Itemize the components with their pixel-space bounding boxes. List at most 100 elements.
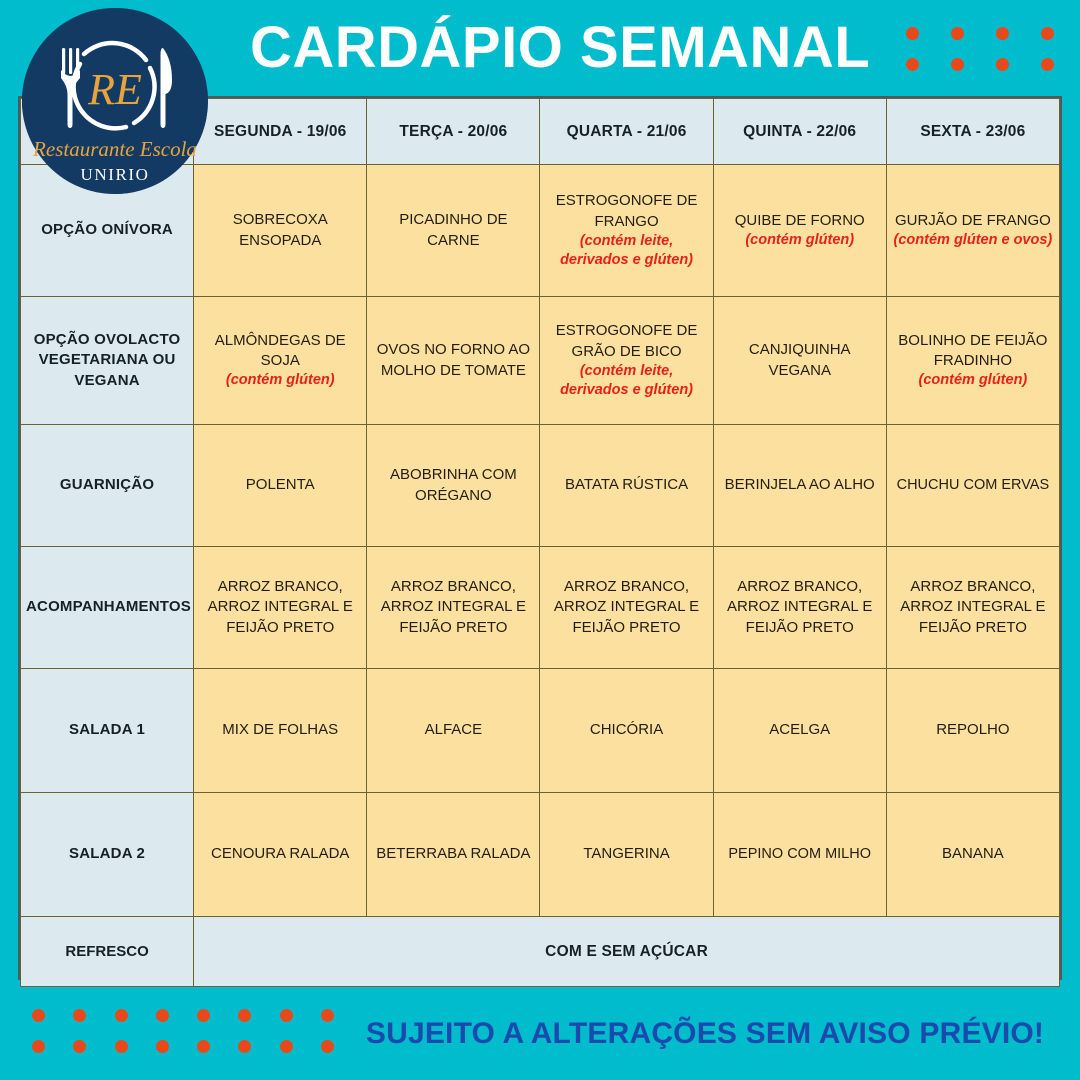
footer-dot (197, 1009, 211, 1022)
column-header-sexta: SEXTA - 23/06 (885, 98, 1061, 165)
menu-cell: ACELGA (712, 668, 887, 793)
table-row: OPÇÃO OVOLACTO VEGETARIANA OU VEGANA ALM… (19, 296, 1061, 425)
menu-cell: OVOS NO FORNO AO MOLHO DE TOMATE (366, 296, 541, 425)
column-header-terca: TERÇA - 20/06 (366, 98, 541, 165)
dish-name: CANJIQUINHA VEGANA (748, 341, 851, 379)
footer-dot (114, 1009, 128, 1022)
header-dot (1041, 27, 1054, 40)
dish-name: REPOLHO (936, 721, 1010, 739)
dish-name: ACELGA (769, 721, 831, 739)
menu-cell: BERINJELA AO ALHO (712, 424, 887, 547)
dish-name: BANANA (942, 845, 1004, 863)
dish-name: POLENTA (245, 476, 315, 494)
knife-icon (160, 48, 172, 128)
footer-dot-pattern (18, 1000, 348, 1062)
table-row: GUARNIÇÃO POLENTA ABOBRINHA COM ORÉGANO … (19, 424, 1061, 547)
restaurant-logo: RE Restaurante Escola UNIRIO (22, 8, 208, 194)
dish-name: SOBRECOXA ENSOPADA (232, 211, 328, 249)
footer-dot (155, 1040, 169, 1053)
header-dot (996, 58, 1009, 71)
logo-script-name: Restaurante Escola (32, 137, 197, 161)
dish-name: OVOS NO FORNO AO MOLHO DE TOMATE (376, 341, 531, 379)
plate-arc-right (131, 65, 157, 126)
dish-name: PICADINHO DE CARNE (399, 211, 508, 249)
footer-dot (320, 1009, 334, 1022)
plate-arc-top (81, 40, 149, 63)
dish-name: PEPINO COM MILHO (728, 845, 871, 862)
dish-name: ARROZ BRANCO, ARROZ INTEGRAL E FEIJÃO PR… (553, 578, 700, 636)
fork-icon (61, 48, 80, 128)
dish-name: CHICÓRIA (589, 721, 664, 739)
menu-cell: CHICÓRIA (539, 668, 714, 793)
menu-cell: BANANA (885, 792, 1061, 917)
footer-dot (320, 1040, 334, 1053)
column-header-quarta: QUARTA - 21/06 (539, 98, 714, 165)
dish-name: TANGERINA (583, 845, 670, 863)
menu-table-container: SEGUNDA - 19/06 TERÇA - 20/06 QUARTA - 2… (18, 96, 1062, 987)
logo-artwork: RE Restaurante Escola UNIRIO (22, 8, 208, 194)
dish-name: ESTROGONOFE DE FRANGO (555, 192, 698, 230)
menu-cell: PEPINO COM MILHO (712, 792, 887, 917)
header-dot (1041, 58, 1054, 71)
dish-name: BERINJELA AO ALHO (724, 476, 875, 494)
refresco-value: COM E SEM AÇÚCAR (193, 916, 1060, 987)
row-label-salada-2: SALADA 2 (19, 792, 195, 917)
page-title: CARDÁPIO SEMANAL (250, 15, 871, 80)
menu-cell: ABOBRINHA COM ORÉGANO (366, 424, 541, 547)
dish-name: BETERRABA RALADA (376, 845, 531, 863)
menu-table: SEGUNDA - 19/06 TERÇA - 20/06 QUARTA - 2… (19, 98, 1061, 987)
menu-cell: REPOLHO (885, 668, 1061, 793)
allergen-note: (contém glúten) (225, 372, 335, 389)
dish-name: ABOBRINHA COM ORÉGANO (390, 466, 517, 504)
footer-dot (114, 1040, 128, 1053)
dish-name: MIX DE FOLHAS (222, 721, 339, 739)
allergen-note: (contém leite, derivados e glúten) (560, 232, 694, 268)
row-label-guarnicao: GUARNIÇÃO (19, 424, 195, 547)
dish-name: BOLINHO DE FEIJÃO FRADINHO (898, 331, 1048, 370)
dish-name: ARROZ BRANCO, ARROZ INTEGRAL E FEIJÃO PR… (380, 578, 527, 636)
table-row: SALADA 1 MIX DE FOLHAS ALFACE CHICÓRIA A… (19, 668, 1061, 793)
dish-name: ALMÔNDEGAS DE SOJA (214, 331, 346, 370)
footer-dot (155, 1009, 169, 1022)
header-dot (951, 58, 964, 71)
dish-name: ARROZ BRANCO, ARROZ INTEGRAL E FEIJÃO PR… (900, 578, 1046, 636)
menu-cell: ARROZ BRANCO, ARROZ INTEGRAL E FEIJÃO PR… (366, 546, 541, 669)
menu-cell: ARROZ BRANCO, ARROZ INTEGRAL E FEIJÃO PR… (539, 546, 714, 669)
menu-cell: QUIBE DE FORNO (contém glúten) (712, 164, 887, 297)
table-row: SALADA 2 CENOURA RALADA BETERRABA RALADA… (19, 792, 1061, 917)
menu-cell: ARROZ BRANCO, ARROZ INTEGRAL E FEIJÃO PR… (193, 546, 368, 669)
table-row: OPÇÃO ONÍVORA SOBRECOXA ENSOPADA PICADIN… (19, 164, 1061, 297)
header-dot (951, 27, 964, 40)
allergen-note: (contém glúten) (745, 232, 855, 249)
menu-cell: POLENTA (193, 424, 368, 547)
menu-cell: ESTROGONOFE DE GRÃO DE BICO (contém leit… (539, 296, 714, 425)
footer-dot (32, 1009, 46, 1022)
disclaimer-note: SUJEITO A ALTERAÇÕES SEM AVISO PRÉVIO! (365, 1017, 1045, 1050)
dish-name: GURJÃO DE FRANGO (894, 211, 1051, 229)
table-row: REFRESCO COM E SEM AÇÚCAR (19, 916, 1060, 987)
header-dot-pattern (890, 18, 1070, 80)
poster-header: CARDÁPIO SEMANAL (0, 0, 1080, 96)
allergen-note: (contém leite, derivados e glúten) (560, 362, 694, 398)
footer-dot (238, 1040, 252, 1053)
menu-cell: PICADINHO DE CARNE (366, 164, 541, 297)
dish-name: ALFACE (424, 721, 483, 739)
allergen-note: (contém glúten) (918, 372, 1028, 389)
menu-cell: CENOURA RALADA (193, 792, 368, 917)
dish-name: CENOURA RALADA (211, 845, 350, 863)
dish-name: CHUCHU COM ERVAS (896, 476, 1050, 493)
footer-dot (238, 1009, 252, 1022)
menu-cell: ARROZ BRANCO, ARROZ INTEGRAL E FEIJÃO PR… (712, 546, 887, 669)
menu-cell: ESTROGONOFE DE FRANGO (contém leite, der… (539, 164, 714, 297)
menu-cell: CANJIQUINHA VEGANA (712, 296, 887, 425)
column-header-quinta: QUINTA - 22/06 (712, 98, 887, 165)
header-dot (906, 27, 919, 40)
menu-cell: ALMÔNDEGAS DE SOJA (contém glúten) (193, 296, 368, 425)
table-row: ACOMPANHAMENTOS ARROZ BRANCO, ARROZ INTE… (19, 546, 1061, 669)
footer-dot (279, 1040, 293, 1053)
row-label-refresco: REFRESCO (19, 916, 195, 987)
menu-cell: ALFACE (366, 668, 541, 793)
footer-dot (73, 1040, 87, 1053)
row-label-acompanhamentos: ACOMPANHAMENTOS (19, 546, 195, 669)
